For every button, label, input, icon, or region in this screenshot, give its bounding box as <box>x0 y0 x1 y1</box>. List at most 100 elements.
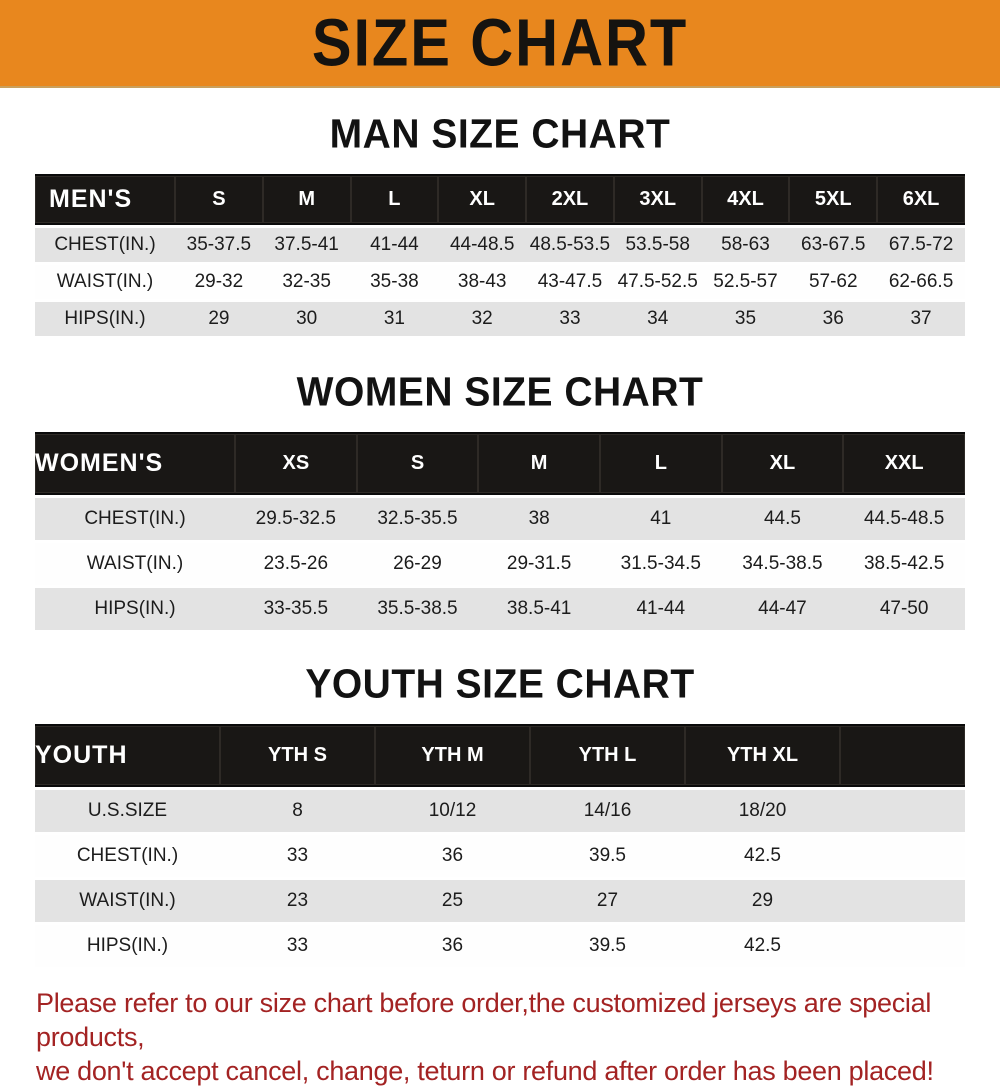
size-header-cell: S <box>175 174 263 225</box>
value-cell: 53.5-58 <box>613 228 702 262</box>
value-cell: 39.5 <box>530 835 685 877</box>
table-row: HIPS(IN.) 33-35.5 35.5-38.5 38.5-41 41-44 44-… <box>35 588 965 630</box>
disclaimer-text: Please refer to our size chart before or… <box>36 986 1000 1088</box>
value-cell: 8 <box>220 790 375 832</box>
value-cell: 26-29 <box>356 543 479 585</box>
table-row: WAIST(IN.) 23 25 27 29 <box>35 880 965 922</box>
row-label: WAIST(IN.) <box>35 880 220 922</box>
value-cell: 27 <box>530 880 685 922</box>
size-header-cell: YTH L <box>530 724 685 787</box>
value-cell: 44.5 <box>721 498 844 540</box>
row-label: WAIST(IN.) <box>35 543 235 585</box>
value-cell: 34 <box>613 302 702 336</box>
size-header-cell: M <box>262 174 351 225</box>
women-section-title: WOMEN SIZE CHART <box>296 369 704 416</box>
row-label: HIPS(IN.) <box>35 302 175 336</box>
men-size-table: MEN'S S M L XL 2XL 3XL 4XL 5XL 6XL CHEST(IN.) 35-37… <box>35 171 965 339</box>
table-title-cell: YOUTH <box>35 724 220 787</box>
size-chart-banner: SIZE CHART <box>0 0 1000 88</box>
value-cell: 62-66.5 <box>877 265 965 299</box>
value-cell: 41-44 <box>599 588 722 630</box>
row-label: CHEST(IN.) <box>35 498 235 540</box>
empty-cell <box>840 835 965 877</box>
women-size-table: WOMEN'S XS S M L XL XXL CHEST(IN.) 29.5-32.5 32.5… <box>35 429 965 633</box>
value-cell: 32 <box>438 302 527 336</box>
value-cell: 36 <box>375 835 530 877</box>
size-header-cell: YTH XL <box>685 724 840 787</box>
value-cell: 30 <box>262 302 351 336</box>
value-cell: 42.5 <box>685 925 840 967</box>
value-cell: 35-37.5 <box>175 228 263 262</box>
youth-size-table: YOUTH YTH S YTH M YTH L YTH XL U.S.SIZE 8 10/12… <box>35 721 965 970</box>
value-cell: 32-35 <box>262 265 351 299</box>
value-cell: 63-67.5 <box>789 228 878 262</box>
size-header-cell: 3XL <box>613 174 702 225</box>
value-cell: 31.5-34.5 <box>599 543 722 585</box>
value-cell: 57-62 <box>789 265 878 299</box>
table-row: CHEST(IN.) 29.5-32.5 32.5-35.5 38 41 44.5 44.5… <box>35 498 965 540</box>
size-header-cell: YTH M <box>375 724 530 787</box>
value-cell: 35 <box>701 302 790 336</box>
value-cell: 41-44 <box>350 228 439 262</box>
table-title-cell: MEN'S <box>35 174 175 225</box>
size-header-cell: L <box>599 432 722 495</box>
page-title: SIZE CHART <box>311 5 689 81</box>
table-row: WAIST(IN.) 29-32 32-35 35-38 38-43 43-47.5 47.… <box>35 265 965 299</box>
size-header-cell: 6XL <box>877 174 965 225</box>
size-header-cell: XXL <box>843 432 965 495</box>
value-cell: 18/20 <box>685 790 840 832</box>
value-cell: 52.5-57 <box>701 265 790 299</box>
value-cell: 33 <box>526 302 614 336</box>
value-cell: 29.5-32.5 <box>235 498 357 540</box>
value-cell: 48.5-53.5 <box>526 228 614 262</box>
empty-cell <box>840 790 965 832</box>
value-cell: 39.5 <box>530 925 685 967</box>
value-cell: 36 <box>375 925 530 967</box>
value-cell: 36 <box>789 302 878 336</box>
size-header-cell: XL <box>438 174 527 225</box>
value-cell: 31 <box>350 302 439 336</box>
empty-cell <box>840 925 965 967</box>
value-cell: 47.5-52.5 <box>613 265 702 299</box>
value-cell: 58-63 <box>701 228 790 262</box>
value-cell: 29-32 <box>175 265 263 299</box>
men-section-title: MAN SIZE CHART <box>329 111 671 158</box>
size-header-cell: YTH S <box>220 724 375 787</box>
value-cell: 10/12 <box>375 790 530 832</box>
size-header-cell: 4XL <box>701 174 790 225</box>
value-cell: 38.5-41 <box>478 588 600 630</box>
disclaimer-line-2: we don't accept cancel, change, teturn o… <box>36 1056 934 1086</box>
row-label: CHEST(IN.) <box>35 835 220 877</box>
table-row: U.S.SIZE 8 10/12 14/16 18/20 <box>35 790 965 832</box>
value-cell: 47-50 <box>843 588 965 630</box>
size-header-cell: XS <box>235 432 357 495</box>
value-cell: 38-43 <box>438 265 527 299</box>
table-header-row: YOUTH YTH S YTH M YTH L YTH XL <box>35 724 965 787</box>
row-label: U.S.SIZE <box>35 790 220 832</box>
row-label: WAIST(IN.) <box>35 265 175 299</box>
size-header-cell: 5XL <box>789 174 878 225</box>
table-row: CHEST(IN.) 33 36 39.5 42.5 <box>35 835 965 877</box>
value-cell: 37 <box>877 302 965 336</box>
value-cell: 25 <box>375 880 530 922</box>
value-cell: 35.5-38.5 <box>356 588 479 630</box>
value-cell: 33-35.5 <box>235 588 357 630</box>
value-cell: 33 <box>220 835 375 877</box>
size-header-cell: M <box>478 432 600 495</box>
value-cell: 35-38 <box>350 265 439 299</box>
empty-cell <box>840 880 965 922</box>
value-cell: 32.5-35.5 <box>356 498 479 540</box>
value-cell: 23.5-26 <box>235 543 357 585</box>
table-row: CHEST(IN.) 35-37.5 37.5-41 41-44 44-48.5 48.5… <box>35 228 965 262</box>
value-cell: 37.5-41 <box>262 228 351 262</box>
disclaimer-line-1: Please refer to our size chart before or… <box>36 988 932 1052</box>
value-cell: 33 <box>220 925 375 967</box>
table-row: WAIST(IN.) 23.5-26 26-29 29-31.5 31.5-34.5 34… <box>35 543 965 585</box>
value-cell: 42.5 <box>685 835 840 877</box>
value-cell: 67.5-72 <box>877 228 965 262</box>
size-header-cell: 2XL <box>526 174 614 225</box>
value-cell: 29 <box>175 302 263 336</box>
value-cell: 44.5-48.5 <box>843 498 965 540</box>
size-header-cell: S <box>356 432 479 495</box>
value-cell: 38.5-42.5 <box>843 543 965 585</box>
